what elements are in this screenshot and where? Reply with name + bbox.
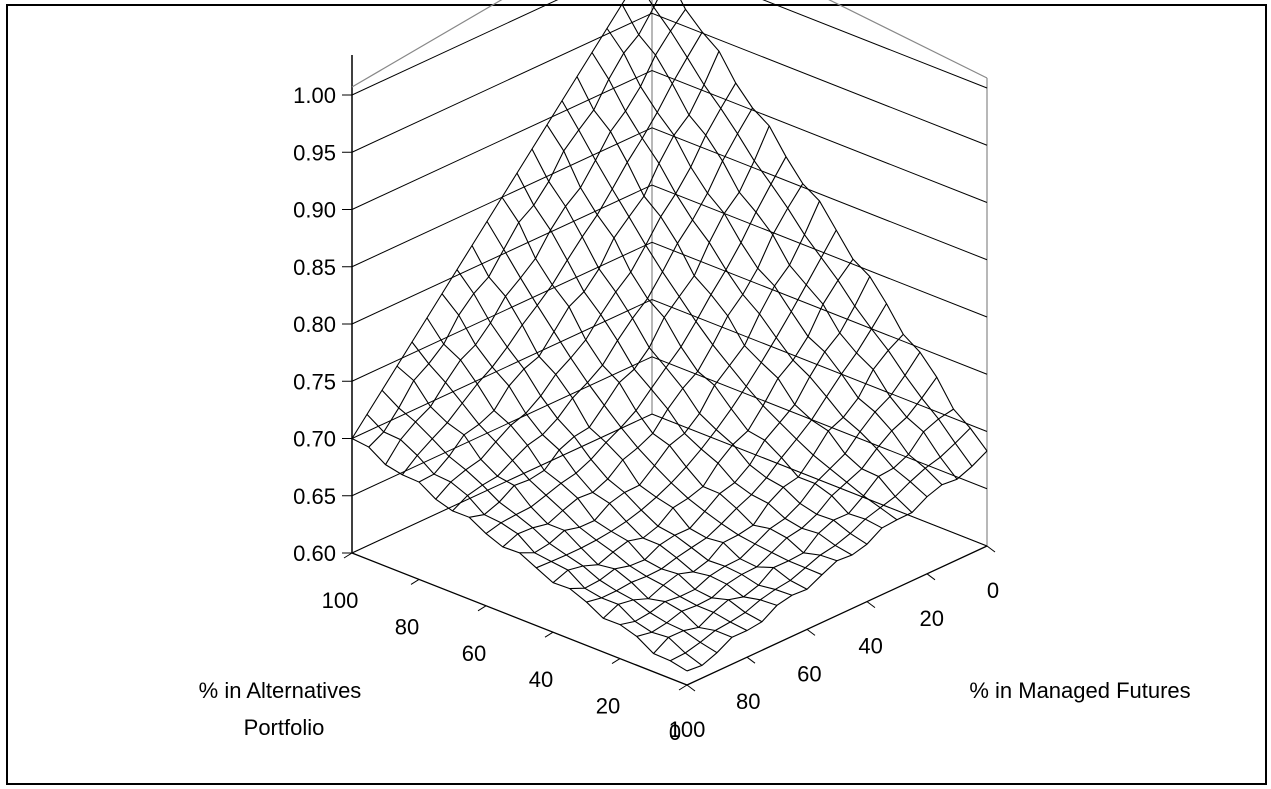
surface-line <box>485 156 787 534</box>
surface-line <box>351 438 688 672</box>
x-tick-mark <box>986 545 996 553</box>
surface-line <box>471 245 808 590</box>
z-gridline <box>351 413 988 554</box>
y-tick-label: 40 <box>529 667 553 692</box>
surface-line <box>411 341 748 632</box>
surface-line <box>569 276 871 590</box>
axis-ticks: 1.00 0.95 0.90 0.85 0.80 0.75 0.70 0.65 0.60 0 20 4… <box>293 83 999 745</box>
surface-line <box>435 82 737 500</box>
z-gridline <box>351 184 988 325</box>
surface-line <box>536 229 837 569</box>
surface-line <box>653 408 954 654</box>
surface-line <box>396 365 733 638</box>
chart-frame <box>6 4 1267 785</box>
x-tick-mark <box>926 573 936 581</box>
z-tick-label: 0.85 <box>293 255 336 280</box>
y-tick-label: 80 <box>395 614 419 639</box>
surface-line <box>456 269 793 596</box>
surface-line <box>441 293 778 606</box>
z-tick-label: 0.60 <box>293 541 336 566</box>
z-gridline <box>351 0 988 96</box>
y-tick-label: 100 <box>322 588 359 613</box>
y-tick-mark <box>611 658 621 665</box>
y-tick-mark <box>410 578 420 585</box>
y-tick-mark <box>544 631 554 638</box>
surface-line <box>366 413 703 666</box>
x-tick-mark <box>746 656 756 664</box>
z-gridline <box>351 241 988 382</box>
floor-front-edges <box>351 545 988 686</box>
y-tick-label: 0 <box>669 720 681 745</box>
y-tick-mark <box>477 605 487 612</box>
surface-line <box>351 0 626 439</box>
z-gridline <box>351 298 988 439</box>
surface-line <box>561 100 898 521</box>
x-tick-label: 20 <box>920 606 944 631</box>
z-tick-label: 0.95 <box>293 140 336 165</box>
z-gridline <box>351 127 988 268</box>
x-tick-label: 100 <box>669 717 706 742</box>
surface-line <box>680 0 988 452</box>
y-tick-label: 60 <box>462 641 486 666</box>
x-tick-mark <box>806 629 816 636</box>
x-tick-mark <box>866 601 876 608</box>
x-axis-title: % in Managed Futures <box>969 678 1190 703</box>
z-tick-label: 0.90 <box>293 198 336 223</box>
y-tick-mark <box>678 684 688 691</box>
surface-line <box>576 76 913 513</box>
chart-walls <box>351 0 988 686</box>
surface-line <box>586 303 887 603</box>
surface-line <box>636 376 938 637</box>
z-tick-label: 0.75 <box>293 369 336 394</box>
surface-line <box>426 317 763 623</box>
z-tick-label: 0.80 <box>293 312 336 337</box>
surface-line <box>552 258 854 584</box>
surface-wireframe <box>351 0 988 672</box>
x-tick-label: 60 <box>797 661 821 686</box>
surface-line <box>648 0 973 467</box>
wall-top-edge <box>351 0 988 88</box>
y-tick-label: 20 <box>596 694 620 719</box>
x-tick-label: 80 <box>736 689 760 714</box>
surface-line <box>669 427 971 662</box>
surface-line <box>619 351 921 626</box>
x-tick-label: 40 <box>858 634 882 659</box>
surface-line <box>591 52 928 498</box>
surface-line <box>501 196 838 562</box>
y-axis-title-line1: % in Alternatives <box>199 678 362 703</box>
z-tick-label: 0.65 <box>293 484 336 509</box>
z-gridline <box>351 12 988 153</box>
surface-line <box>486 221 823 576</box>
surface-line <box>381 389 718 654</box>
z-gridline <box>351 356 988 497</box>
y-axis-title-line2: Portfolio <box>244 715 325 740</box>
x-tick-label: 0 <box>987 578 999 603</box>
z-gridlines <box>351 0 988 554</box>
surface-line <box>686 450 988 672</box>
surface-line <box>401 31 703 476</box>
surface-line <box>602 333 904 619</box>
z-tick-label: 0.70 <box>293 427 336 452</box>
z-tick-label: 1.00 <box>293 83 336 108</box>
surface-line <box>519 200 821 554</box>
surface-line <box>621 3 958 480</box>
x-tick-mark <box>686 684 696 692</box>
z-gridline <box>351 69 988 210</box>
y-tick-mark <box>343 552 353 559</box>
